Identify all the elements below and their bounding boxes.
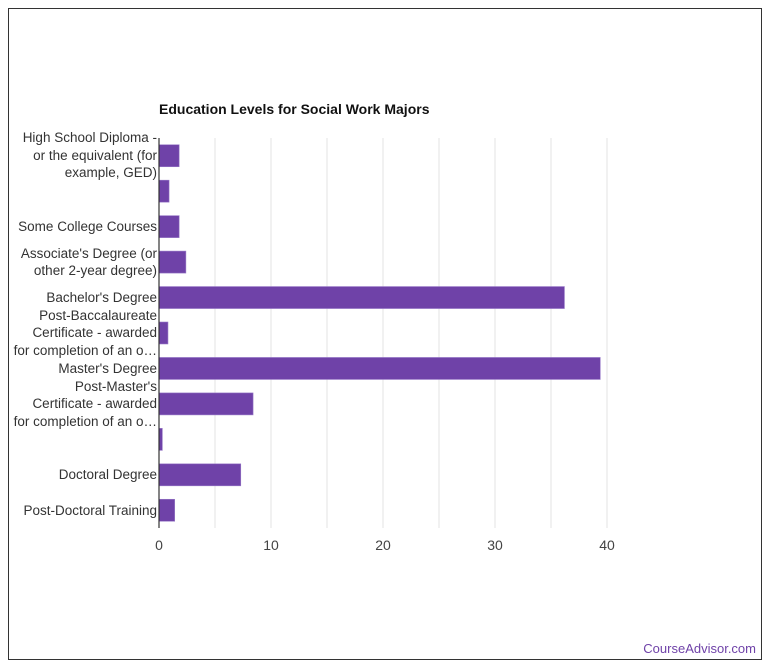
credit-link[interactable]: CourseAdvisor.com (643, 641, 756, 656)
category-label: Bachelor's Degree (46, 289, 157, 305)
x-tick-label: 40 (599, 537, 615, 553)
category-label: Post-Baccalaureate Certificate - awarded f… (13, 307, 157, 358)
x-tick-label: 30 (487, 537, 503, 553)
bar (158, 357, 601, 380)
category-label: Some College Courses (18, 218, 157, 234)
category-label: Doctoral Degree (58, 467, 157, 483)
chart-frame (8, 8, 762, 660)
category-label: High School Diploma - or the equivalent (… (22, 130, 157, 181)
bar (158, 144, 180, 168)
chart-title: Education Levels for Social Work Majors (159, 101, 430, 117)
category-label: Post-Doctoral Training (23, 502, 157, 518)
bar (158, 215, 180, 238)
bar (158, 392, 254, 416)
bar (158, 463, 242, 487)
bar (158, 179, 170, 203)
x-tick-label: 10 (263, 537, 279, 553)
x-tick-label: 20 (375, 537, 391, 553)
x-tick-label: 0 (155, 537, 163, 553)
bar (158, 250, 187, 274)
category-label: Master's Degree (58, 360, 157, 376)
bar (158, 498, 175, 522)
category-label: Associate's Degree (or other 2-year degre… (20, 245, 157, 279)
category-label: Post-Master's Certificate - awarded for co… (13, 378, 157, 429)
bar (158, 286, 565, 309)
bar (158, 321, 169, 345)
